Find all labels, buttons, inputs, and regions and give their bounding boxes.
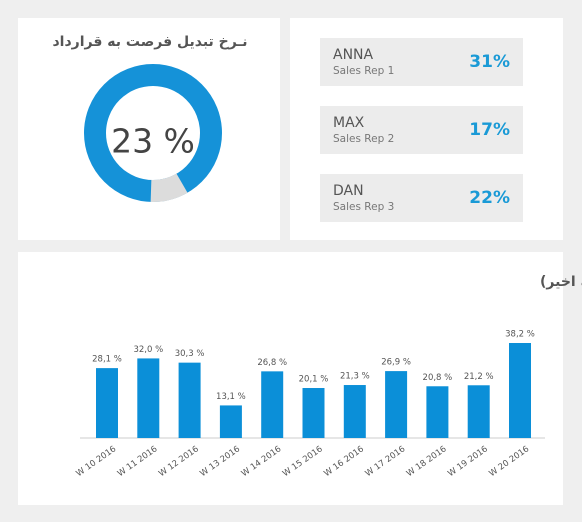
card-value: 17% — [469, 120, 510, 140]
kpi-title: نـرخ تبدیل فرصت به قرارداد — [52, 34, 247, 50]
value-label: 20,8 % — [423, 373, 453, 383]
card-role: Sales Rep 1 — [333, 65, 394, 77]
value-label: 26,9 % — [381, 358, 411, 368]
bar — [509, 343, 531, 438]
bar — [426, 386, 449, 438]
value-label: 32,0 % — [133, 345, 163, 355]
value-label: 21,3 % — [340, 372, 370, 382]
value-label: 20,1 % — [299, 375, 329, 385]
value-label: 13,1 % — [216, 392, 246, 402]
card — [320, 38, 523, 86]
bar — [137, 358, 160, 438]
card — [320, 174, 523, 222]
value-label: 30,3 % — [175, 349, 205, 359]
card-name: ANNA — [333, 47, 374, 63]
card — [320, 106, 523, 154]
value-label: 26,8 % — [257, 358, 287, 368]
bar — [96, 368, 118, 438]
chart-title: نـرخ تبدیل فرصت به قرارداد (۱۰ هفته اخیر… — [540, 274, 582, 290]
bar — [467, 385, 490, 438]
bar — [219, 405, 242, 438]
card-value: 22% — [469, 188, 510, 208]
value-label: 38,2 % — [505, 330, 535, 340]
bar — [385, 371, 408, 438]
value-label: 28,1 % — [92, 355, 122, 365]
bar — [302, 388, 325, 438]
card-role: Sales Rep 3 — [333, 201, 394, 213]
bar — [343, 385, 366, 438]
card-name: MAX — [333, 115, 365, 131]
value-label: 21,2 % — [464, 372, 494, 382]
kpi-panel — [18, 18, 280, 240]
card-role: Sales Rep 2 — [333, 133, 394, 145]
card-name: DAN — [333, 183, 364, 199]
bar — [261, 371, 284, 438]
donut-rest — [150, 173, 188, 202]
kpi-value: 23 % — [111, 122, 195, 161]
bar — [178, 362, 201, 438]
card-value: 31% — [469, 52, 510, 72]
